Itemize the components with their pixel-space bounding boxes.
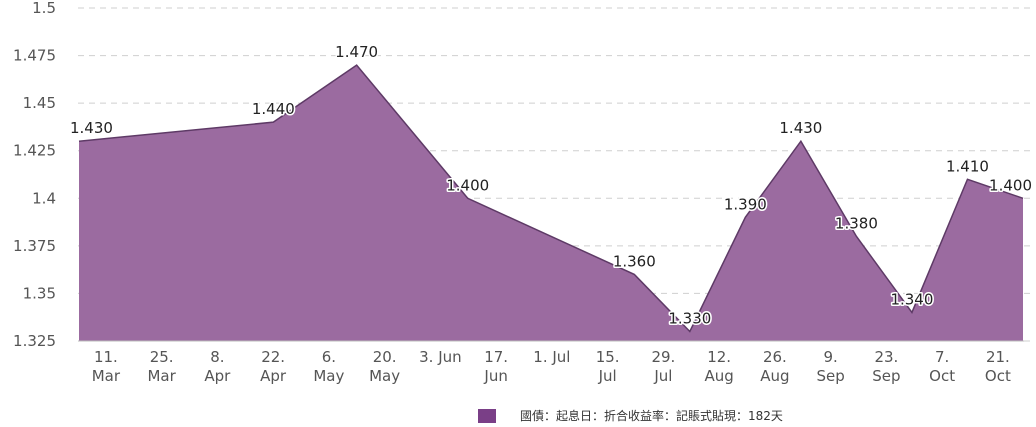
- x-tick-label: 15. Jul: [596, 348, 620, 385]
- area-line: [78, 64, 1024, 333]
- x-tick-line1: 29.: [651, 348, 675, 366]
- x-tick-line1: 11.: [94, 348, 118, 366]
- data-label: 1.440: [252, 100, 295, 118]
- x-tick-line2: May: [313, 367, 344, 385]
- data-label: 1.470: [335, 43, 378, 61]
- x-tick-line2: Jul: [653, 367, 672, 385]
- x-tick-line2: Mar: [92, 367, 121, 385]
- area-fill: [79, 65, 1023, 341]
- x-tick-line1: 8.: [210, 348, 224, 366]
- x-tick-line1: 23.: [874, 348, 898, 366]
- y-tick-label: 1.35: [23, 284, 56, 302]
- data-label: 1.430: [779, 119, 822, 137]
- x-tick-line1: 12.: [707, 348, 731, 366]
- x-tick-label: 9. Sep: [816, 348, 844, 385]
- data-label: 1.330: [668, 309, 711, 327]
- area-series: [78, 64, 1024, 341]
- data-label: 1.340: [890, 290, 933, 308]
- x-tick-label: 29. Jul: [651, 348, 675, 385]
- y-axis: 1.325 1.35 1.375 1.4 1.425 1.45 1.475 1.5: [13, 0, 56, 350]
- data-label: 1.400: [446, 176, 489, 194]
- x-tick-line1: 22.: [261, 348, 285, 366]
- x-tick-label: 11. Mar: [92, 348, 121, 385]
- y-tick-label: 1.325: [13, 332, 56, 350]
- x-tick-label: 21. Oct: [985, 348, 1011, 385]
- x-tick-label: 20. May: [369, 348, 400, 385]
- x-tick-line1: 1. Jul: [533, 348, 570, 366]
- x-tick-label: 6. May: [313, 348, 344, 385]
- x-tick-line1: 6.: [322, 348, 336, 366]
- x-tick-line2: Sep: [816, 367, 844, 385]
- x-tick-line1: 3. Jun: [419, 348, 462, 366]
- x-tick-label: 8. Apr: [204, 348, 231, 385]
- x-tick-line1: 21.: [986, 348, 1010, 366]
- x-tick-line2: May: [369, 367, 400, 385]
- data-label: 1.430: [70, 119, 113, 137]
- x-tick-line1: 15.: [596, 348, 620, 366]
- data-label: 1.400: [989, 176, 1032, 194]
- x-tick-label: 26. Aug: [760, 348, 789, 385]
- x-tick-label: 3. Jun: [419, 348, 462, 366]
- x-tick-line2: Sep: [872, 367, 900, 385]
- x-tick-line2: Aug: [704, 367, 733, 385]
- legend[interactable]: 國債：起息日：折合收益率：記賬式貼現：182天: [478, 408, 783, 423]
- data-labels: 1.430 1.440 1.470 1.400 1.360 1.330 1.390 1.430…: [69, 42, 1034, 329]
- x-tick-line2: Aug: [760, 367, 789, 385]
- x-tick-line2: Jul: [598, 367, 617, 385]
- x-tick-line2: Jun: [483, 367, 507, 385]
- x-tick-line1: 17.: [484, 348, 508, 366]
- x-tick-line2: Oct: [985, 367, 1011, 385]
- data-label: 1.380: [835, 214, 878, 232]
- x-tick-label: 22. Apr: [260, 348, 287, 385]
- legend-label: 國債：起息日：折合收益率：記賬式貼現：182天: [520, 408, 783, 423]
- y-tick-label: 1.5: [32, 0, 56, 17]
- data-label: 1.390: [724, 195, 767, 213]
- x-tick-line2: Apr: [204, 367, 231, 385]
- x-tick-line1: 20.: [373, 348, 397, 366]
- x-tick-label: 1. Jul: [533, 348, 570, 366]
- x-tick-line1: 9.: [823, 348, 837, 366]
- y-tick-label: 1.4: [32, 189, 56, 207]
- data-label: 1.410: [946, 157, 989, 175]
- x-tick-label: 17. Jun: [483, 348, 508, 385]
- data-label: 1.360: [613, 252, 656, 270]
- x-tick-line1: 25.: [150, 348, 174, 366]
- y-tick-label: 1.425: [13, 142, 56, 160]
- x-tick-line2: Oct: [929, 367, 955, 385]
- x-tick-label: 23. Sep: [872, 348, 900, 385]
- x-tick-line1: 26.: [763, 348, 787, 366]
- x-tick-line2: Apr: [260, 367, 287, 385]
- legend-swatch: [478, 409, 496, 423]
- x-tick-line2: Mar: [147, 367, 176, 385]
- y-tick-label: 1.375: [13, 237, 56, 255]
- y-tick-label: 1.45: [23, 94, 56, 112]
- y-tick-label: 1.475: [13, 47, 56, 65]
- x-tick-label: 7. Oct: [929, 348, 955, 385]
- x-tick-label: 25. Mar: [147, 348, 176, 385]
- x-tick-label: 12. Aug: [704, 348, 733, 385]
- x-tick-line1: 7.: [935, 348, 949, 366]
